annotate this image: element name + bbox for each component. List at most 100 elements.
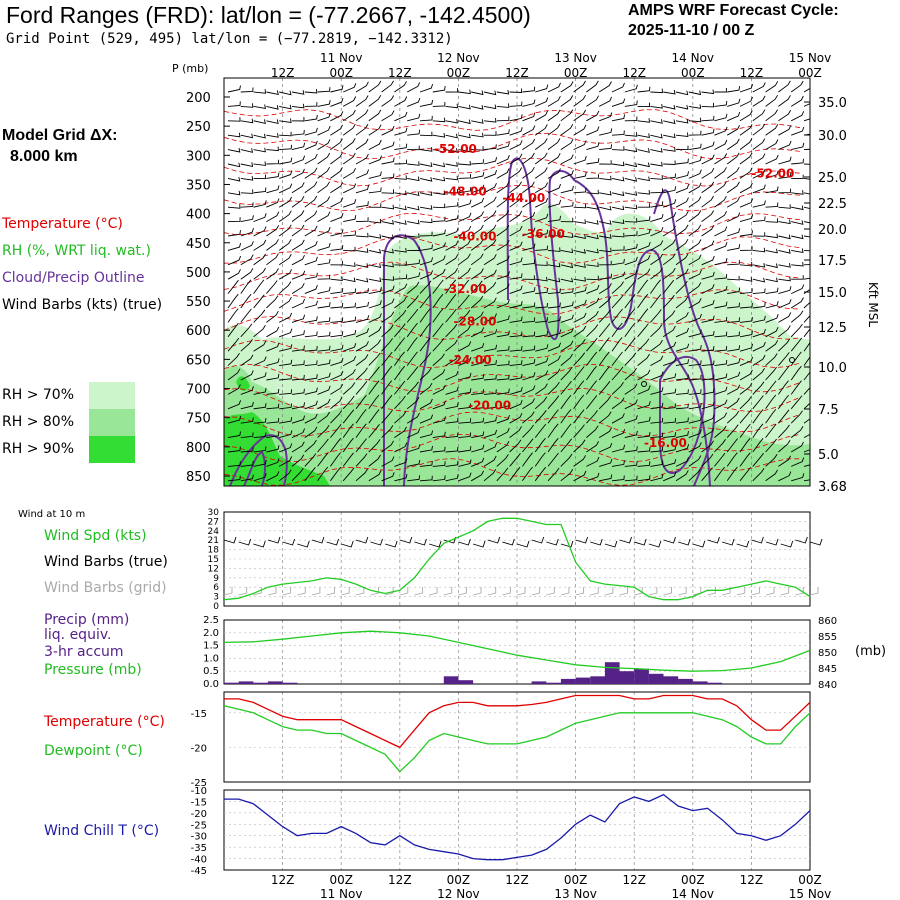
- wind-barb: [240, 162, 254, 167]
- wind-barb: [675, 457, 690, 467]
- wind-barb: [266, 373, 280, 381]
- top-hour-label: 12Z: [271, 66, 295, 80]
- wind-barb: [765, 454, 778, 467]
- wind-barb: [509, 127, 523, 136]
- pressure-tick-label: 700: [186, 383, 211, 398]
- wind-barb: [598, 81, 612, 93]
- wind-barb: [803, 249, 810, 252]
- wind-barb: [381, 380, 393, 395]
- wind-barb: [573, 203, 587, 209]
- wind-barb-true: [575, 536, 589, 544]
- wind-barb: [279, 118, 292, 124]
- wind-barb: [573, 286, 587, 295]
- wind-barb: [573, 263, 586, 268]
- wind-barb: [650, 188, 663, 194]
- wind-barb: [714, 346, 728, 352]
- wind-barb: [496, 239, 510, 251]
- wind-barb: [330, 383, 344, 395]
- wind-barb: [343, 288, 357, 295]
- legend-wind-barbs: Wind Barbs (kts) (true): [2, 297, 163, 313]
- wind-barb: [611, 397, 625, 410]
- wind-barb: [675, 184, 690, 194]
- wind-barb: [330, 357, 344, 367]
- wind-barb: [599, 273, 613, 280]
- wind-barb: [560, 438, 572, 453]
- wind-barb: [406, 295, 419, 309]
- temperature-contour: [224, 433, 801, 463]
- temperature-contour-label: -24.00: [449, 353, 492, 367]
- wind-barb: [573, 94, 586, 107]
- wind-barb: [432, 353, 445, 366]
- wind-barb: [304, 195, 318, 208]
- wind-barb-true: [223, 536, 237, 544]
- wind-barb: [791, 205, 804, 211]
- wind-barb: [266, 342, 280, 352]
- wind-barb: [432, 190, 446, 196]
- wind-barb: [368, 300, 382, 309]
- wind-barb: [253, 473, 267, 482]
- wind-barb: [726, 384, 741, 395]
- wind-barb: [726, 124, 741, 136]
- temperature-contour-labels: -52.00-48.00 -44.00-36.00-40.00-32.00-28.…: [434, 142, 794, 450]
- wind-barb: [663, 373, 677, 381]
- wind-barb: [714, 373, 728, 381]
- wind-barb: [534, 383, 548, 395]
- wind-barb: [458, 294, 470, 309]
- wind-speed-tick: 6: [213, 583, 219, 593]
- precip-bar: [604, 662, 620, 684]
- wind-barb: [419, 270, 434, 280]
- wind-barb: [483, 455, 497, 467]
- wind-barb: [586, 174, 599, 179]
- wind-barb-true: [780, 540, 794, 548]
- wind-barb: [675, 343, 690, 352]
- wind-barb: [304, 316, 318, 323]
- wind-barb: [496, 345, 510, 352]
- wind-barb: [240, 308, 252, 323]
- wind-barb: [663, 199, 677, 208]
- bottom-day-label: 11 Nov: [320, 887, 363, 900]
- wind-barb: [650, 279, 661, 294]
- wind-barb: [624, 415, 638, 424]
- wind-barb: [368, 218, 382, 224]
- wind-barb: [240, 446, 254, 453]
- wind-barb: [509, 285, 523, 295]
- precip-bar: [238, 681, 254, 684]
- wind-barb: [727, 275, 740, 281]
- wind-barb: [381, 248, 394, 254]
- precip-bar: [224, 682, 239, 684]
- top-hour-label: 00Z: [798, 66, 822, 80]
- wind-barb: [739, 396, 752, 410]
- wind-barb: [381, 276, 395, 281]
- wind-barb: [701, 414, 715, 424]
- wind-barb: [419, 367, 432, 381]
- wind-barb: [278, 196, 292, 208]
- wind-barb: [714, 412, 728, 424]
- wind-barb: [304, 467, 316, 482]
- wind-barb-grid: [780, 587, 790, 596]
- wind-barb: [355, 315, 370, 323]
- wind-barb: [381, 110, 395, 122]
- wind-barb: [637, 293, 649, 309]
- wind-barb: [547, 109, 561, 122]
- wind-barb: [662, 279, 675, 294]
- wind-barb: [560, 327, 574, 338]
- wind-barb: [445, 355, 459, 366]
- wind-barb: [432, 446, 446, 453]
- wind-barb: [291, 345, 305, 352]
- wind-barb-true: [355, 536, 369, 544]
- wind-barb: [458, 356, 472, 367]
- wind-barb: [675, 132, 689, 138]
- wind-barb: [778, 424, 790, 438]
- wind-barb: [304, 181, 318, 194]
- precip-tick: 0.5: [203, 666, 219, 677]
- wind-chill-tick: -30: [191, 832, 207, 843]
- wind-barb: [509, 101, 523, 107]
- wind-barb: [791, 234, 804, 240]
- wind-barb: [624, 399, 638, 410]
- wind-barb: [547, 215, 561, 223]
- wind-chill-tick: -20: [191, 809, 207, 820]
- wind-barb: [279, 131, 292, 137]
- height-tick-label: 3.68: [818, 480, 847, 495]
- wind-barb: [803, 464, 810, 467]
- wind-barb: [560, 154, 574, 165]
